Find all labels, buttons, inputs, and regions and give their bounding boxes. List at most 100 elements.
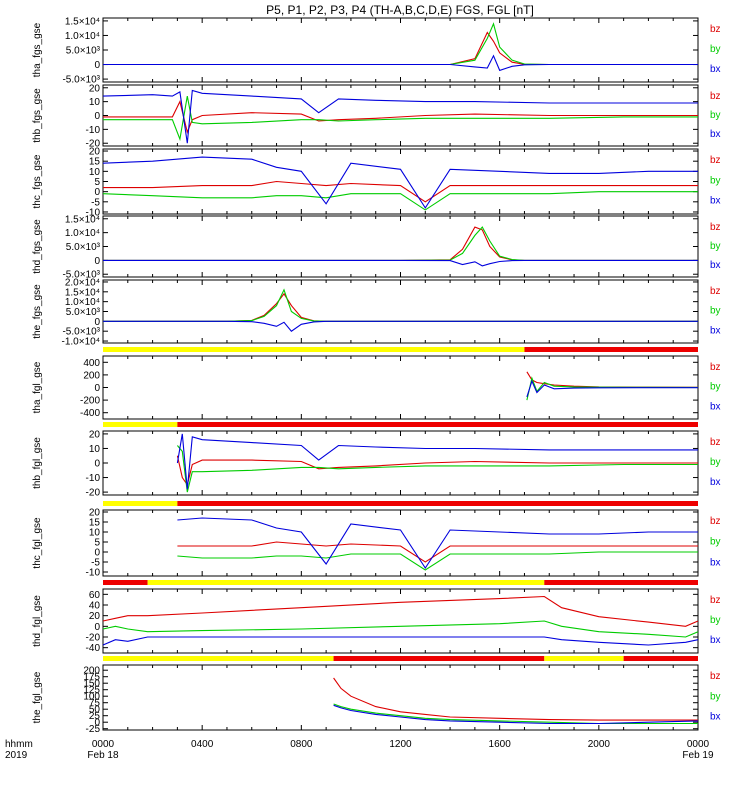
x-tick-label: 0800 — [290, 739, 313, 750]
legend-bz: bz — [710, 437, 721, 448]
y-tick-label: 10 — [89, 97, 101, 108]
series-line-bx — [103, 320, 698, 332]
y-tick-label: -10 — [86, 125, 101, 136]
legend-bz: bz — [710, 155, 721, 166]
series-line-bx — [177, 517, 698, 570]
y-tick-label: 1.0×10⁴ — [65, 228, 100, 239]
y-tick-label: 1.0×10⁴ — [65, 31, 100, 42]
series-line-bz — [103, 292, 698, 322]
y-tick-label: 10 — [89, 444, 101, 455]
y-tick-label: 1.5×10⁴ — [65, 287, 100, 298]
panel-frame — [102, 279, 699, 344]
quality-bar-segment — [177, 422, 698, 427]
legend-bz: bz — [710, 595, 721, 606]
x-axis-row-label-1: hhmm — [5, 739, 33, 750]
y-tick-label: 1.5×10⁴ — [65, 214, 100, 225]
quality-bar-segment — [544, 580, 698, 585]
y-tick-label: -5.0×10³ — [62, 270, 100, 281]
panel-frame — [102, 588, 699, 654]
legend-by: by — [710, 615, 721, 626]
y-tick-label: -10 — [86, 473, 101, 484]
y-axis-label: tha_fgs_gse — [32, 22, 43, 77]
legend-by: by — [710, 175, 721, 186]
y-tick-label: -5.0×10³ — [62, 75, 100, 86]
y-tick-label: 0 — [94, 256, 100, 267]
legend-bx: bx — [710, 401, 721, 412]
legend-by: by — [710, 110, 721, 121]
y-tick-label: 15 — [89, 518, 101, 529]
y-tick-label: -25 — [86, 724, 101, 735]
x-date-label: Feb 18 — [87, 750, 119, 761]
series-line-bz — [177, 541, 698, 563]
legend-bx: bx — [710, 260, 721, 271]
y-tick-label: 0 — [94, 459, 100, 470]
legend-bz: bz — [710, 24, 721, 35]
y-tick-label: 100 — [83, 692, 100, 703]
quality-bar-segment — [103, 656, 334, 661]
y-tick-label: 5.0×10³ — [66, 307, 101, 318]
y-tick-label: -10 — [86, 207, 101, 218]
legend-by: by — [710, 457, 721, 468]
y-tick-label: 175 — [83, 672, 100, 683]
series-line-bx — [333, 704, 699, 725]
series-line-by — [177, 551, 698, 571]
legend-bz: bz — [710, 286, 721, 297]
y-tick-label: 20 — [89, 147, 101, 158]
y-tick-label: 400 — [83, 358, 100, 369]
y-tick-label: -10 — [86, 568, 101, 579]
y-tick-label: 10 — [89, 528, 101, 539]
y-tick-label: 15 — [89, 157, 101, 168]
y-tick-label: 2.0×10⁴ — [65, 277, 100, 288]
x-tick-label: 0000 — [92, 739, 115, 750]
quality-bar-segment — [544, 656, 624, 661]
series-line-bx — [103, 54, 698, 72]
panels: -5.0×10³05.0×10³1.0×10⁴1.5×10⁴tha_fgs_gs… — [32, 16, 721, 735]
x-tick-label: 1600 — [489, 739, 512, 750]
series-line-by — [103, 22, 698, 66]
y-tick-label: 5.0×10³ — [66, 46, 101, 57]
legend-bz: bz — [710, 222, 721, 233]
legend-bx: bx — [710, 712, 721, 723]
y-tick-label: 20 — [89, 611, 101, 622]
legend-bz: bz — [710, 516, 721, 527]
y-tick-label: 1.0×10⁴ — [65, 297, 100, 308]
series-line-bz — [103, 180, 698, 203]
y-tick-label: 0 — [94, 60, 100, 71]
series-line-bx — [526, 379, 698, 398]
y-tick-label: 125 — [83, 685, 100, 696]
y-tick-label: -5 — [91, 558, 100, 569]
legend-bx: bx — [710, 196, 721, 207]
y-tick-label: 20 — [89, 83, 101, 94]
y-tick-label: 50 — [89, 705, 101, 716]
series-line-by — [102, 191, 698, 211]
quality-bar-segment — [177, 501, 698, 506]
series-line-bz — [526, 371, 699, 388]
legend-bz: bz — [710, 671, 721, 682]
y-axis-label: thb_fgl_gse — [32, 437, 43, 489]
y-axis-label: thb_fgs_gse — [32, 88, 43, 143]
y-tick-label: 0 — [94, 187, 100, 198]
series-line-by — [176, 445, 698, 493]
series-line-bx — [103, 259, 698, 267]
y-tick-label: -5.0×10³ — [62, 327, 100, 338]
y-tick-label: 40 — [89, 601, 101, 612]
series-line-by — [103, 226, 698, 261]
quality-bar-segment — [103, 422, 178, 427]
legend-by: by — [710, 241, 721, 252]
quality-bar-segment — [524, 347, 698, 352]
panel-tha_fgs_gse: -5.0×10³ 0 5.0×10³ 1.0×10⁴ 1.5×10⁴ tha_fgs_gs… — [32, 16, 721, 85]
quality-bar-segment — [103, 347, 525, 352]
series-line-bx — [102, 89, 698, 144]
y-tick-label: 5.0×10³ — [66, 242, 101, 253]
x-tick-label: 1200 — [389, 739, 412, 750]
y-tick-label: 75 — [89, 698, 101, 709]
quality-bar-segment — [333, 656, 545, 661]
y-tick-label: -20 — [86, 488, 101, 499]
legend-bx: bx — [710, 557, 721, 568]
legend-bx: bx — [710, 635, 721, 646]
legend-by: by — [710, 691, 721, 702]
panel-frame — [102, 17, 699, 83]
